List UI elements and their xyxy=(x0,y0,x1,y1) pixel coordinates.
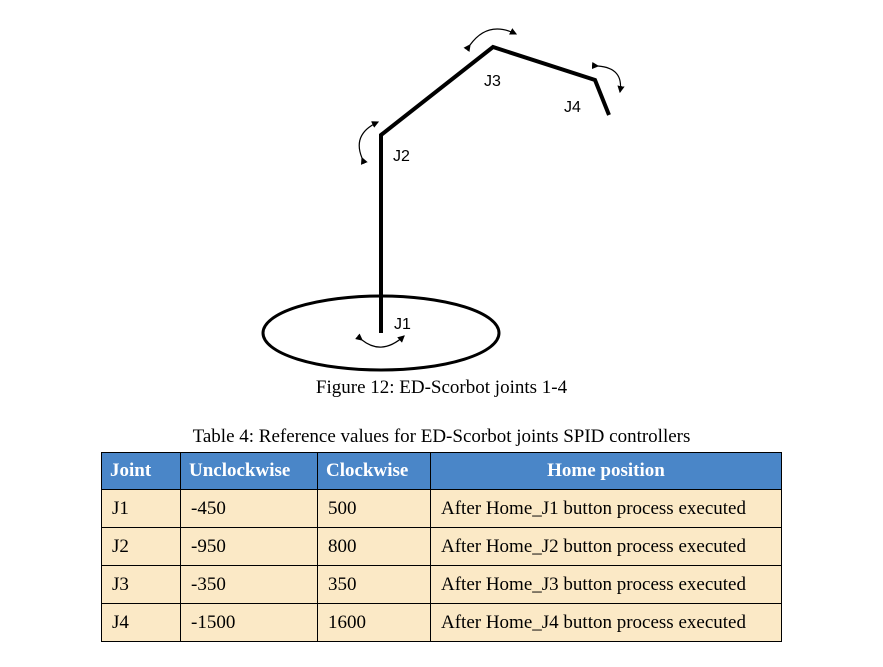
cell-joint: J2 xyxy=(101,527,181,566)
cell-home-position: After Home_J4 button process executed xyxy=(430,603,782,642)
table-row: J3 -350 350 After Home_J3 button process… xyxy=(101,565,782,604)
table-header-row: Joint Unclockwise Clockwise Home positio… xyxy=(101,452,782,490)
header-home-position: Home position xyxy=(430,452,782,490)
cell-joint: J1 xyxy=(101,489,181,528)
j2-rotation-arrow xyxy=(358,121,380,165)
cell-unclockwise: -450 xyxy=(180,489,318,528)
j2-label: J2 xyxy=(393,148,410,165)
cell-clockwise: 350 xyxy=(317,565,431,604)
cell-joint: J4 xyxy=(101,603,181,642)
table-row: J4 -1500 1600 After Home_J4 button proce… xyxy=(101,603,782,642)
cell-home-position: After Home_J2 button process executed xyxy=(430,527,782,566)
j3-label: J3 xyxy=(484,73,501,90)
j1-label: J1 xyxy=(394,316,411,333)
table-row: J1 -450 500 After Home_J1 button process… xyxy=(101,489,782,528)
j3-rotation-arrow xyxy=(463,28,518,52)
cell-joint: J3 xyxy=(101,565,181,604)
figure-caption: Figure 12: ED-Scorbot joints 1-4 xyxy=(315,377,568,398)
cell-clockwise: 800 xyxy=(317,527,431,566)
table-caption: Table 4: Reference values for ED-Scorbot… xyxy=(192,426,691,447)
header-unclockwise: Unclockwise xyxy=(180,452,318,490)
cell-unclockwise: -950 xyxy=(180,527,318,566)
cell-clockwise: 500 xyxy=(317,489,431,528)
reference-values-table: Joint Unclockwise Clockwise Home positio… xyxy=(101,452,782,642)
cell-unclockwise: -350 xyxy=(180,565,318,604)
header-clockwise: Clockwise xyxy=(317,452,431,490)
j4-rotation-arrow xyxy=(591,61,625,94)
cell-home-position: After Home_J3 button process executed xyxy=(430,565,782,604)
cell-clockwise: 1600 xyxy=(317,603,431,642)
j4-label: J4 xyxy=(564,99,581,116)
table-row: J2 -950 800 After Home_J2 button process… xyxy=(101,527,782,566)
header-joint: Joint xyxy=(101,452,181,490)
cell-home-position: After Home_J1 button process executed xyxy=(430,489,782,528)
cell-unclockwise: -1500 xyxy=(180,603,318,642)
robot-arm-figure: J1 J2 J3 J4 xyxy=(261,28,625,372)
j1-rotation-arrow xyxy=(355,333,405,348)
